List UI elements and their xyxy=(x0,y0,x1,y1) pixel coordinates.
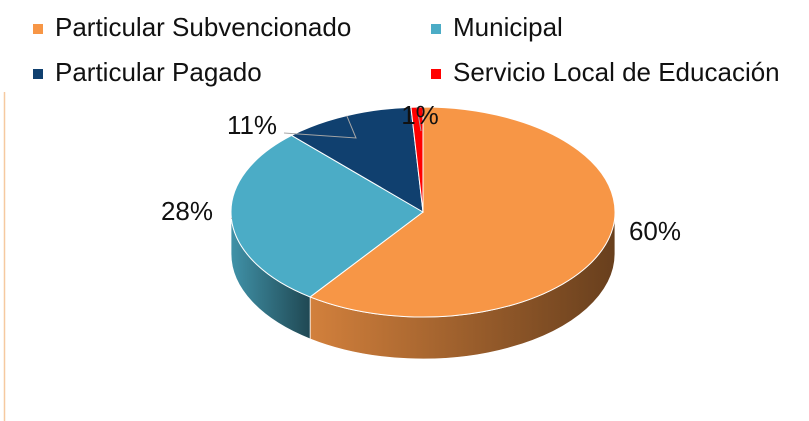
legend-label: Municipal xyxy=(453,12,563,42)
data-label: 28% xyxy=(161,196,213,226)
legend-swatch xyxy=(33,24,43,34)
legend-label: Particular Subvencionado xyxy=(55,12,351,42)
leader-line xyxy=(283,115,357,139)
pie-slice xyxy=(230,134,424,298)
data-label: 60% xyxy=(629,216,681,246)
pie-slice xyxy=(290,106,424,213)
data-label: 1% xyxy=(401,100,439,130)
data-labels: 60% 28% 11% 1% xyxy=(161,100,681,246)
legend-label: Particular Pagado xyxy=(55,57,262,87)
leader-line xyxy=(231,217,233,219)
legend-swatch xyxy=(431,24,441,34)
legend-swatch xyxy=(431,69,441,79)
legend: Particular Subvencionado Municipal Particu… xyxy=(33,12,780,87)
legend-label: Servicio Local de Educación xyxy=(453,57,780,87)
pie-slice xyxy=(410,106,424,213)
pie-slice xyxy=(309,106,616,318)
pie-top xyxy=(230,106,616,318)
data-label: 11% xyxy=(227,110,277,140)
legend-swatch xyxy=(33,69,43,79)
leader-line xyxy=(416,106,422,132)
